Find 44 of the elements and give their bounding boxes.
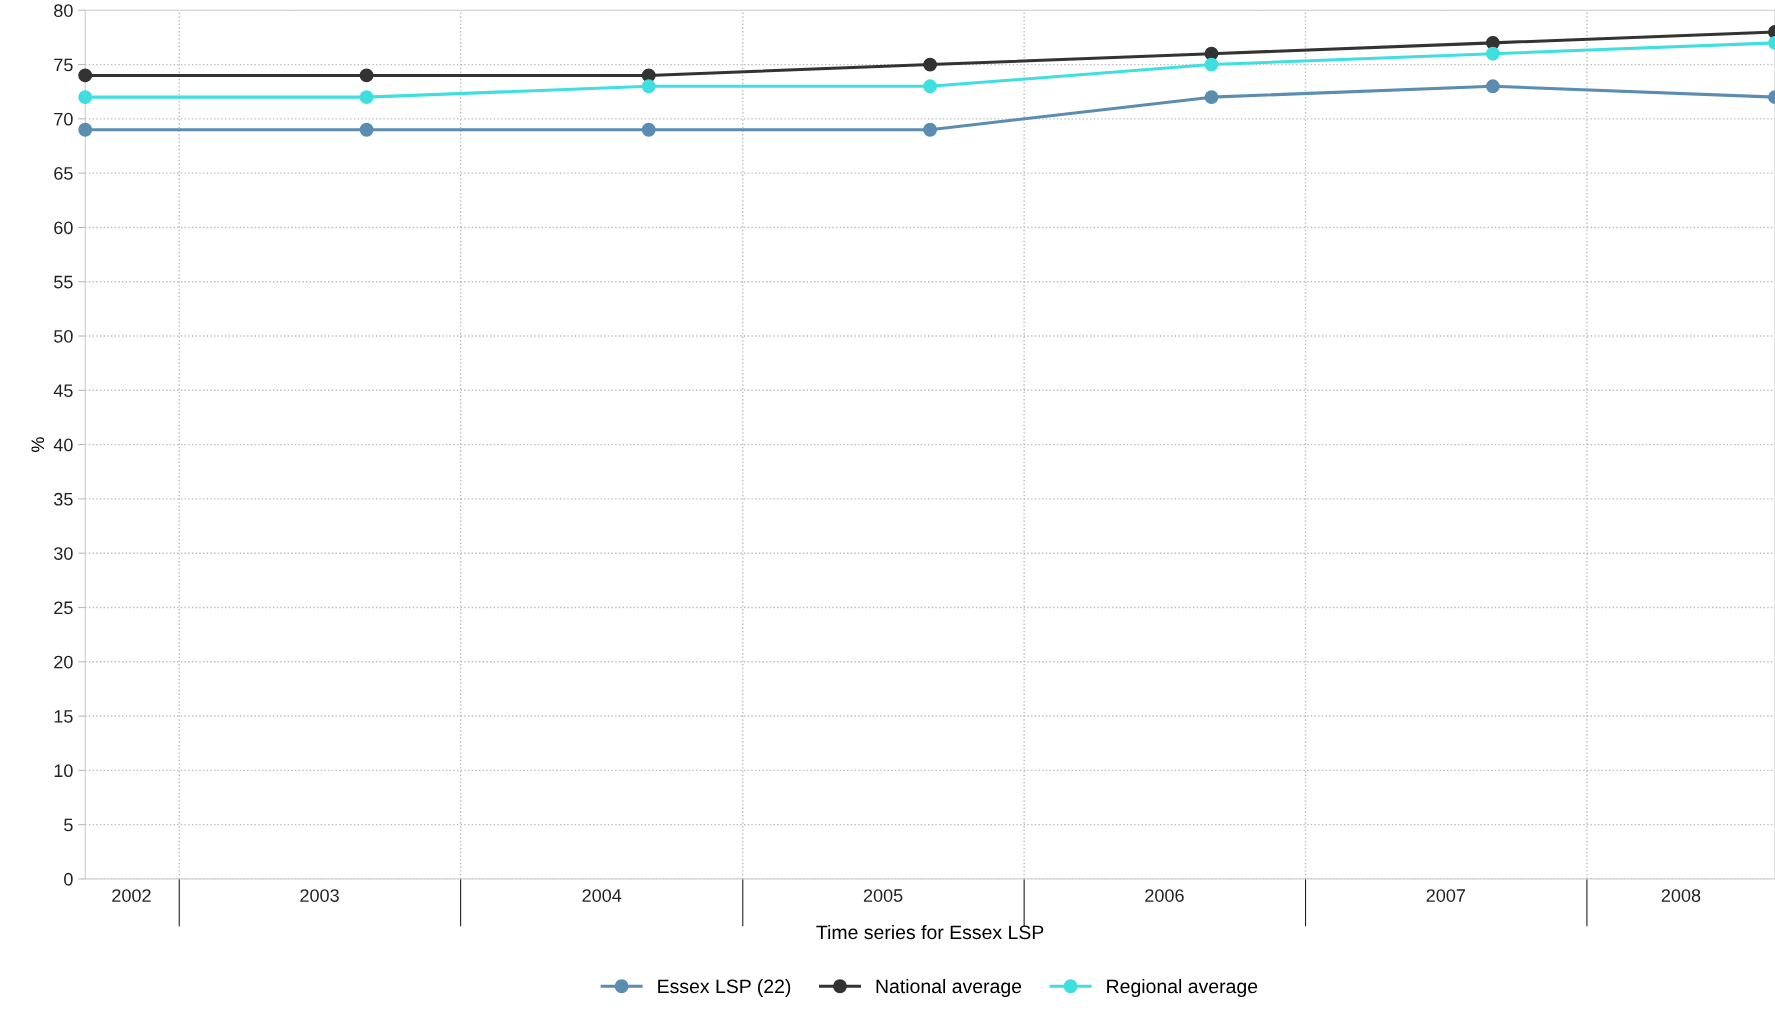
x-tick-label: 2003 [300, 889, 339, 902]
point [1485, 46, 1500, 61]
y-tick-label: 35 [54, 492, 73, 506]
y-tick-label: 30 [54, 547, 73, 560]
point [1204, 90, 1219, 105]
point [641, 122, 656, 137]
y-tick-label: 50 [54, 329, 73, 343]
y-tick-label: 10 [54, 764, 73, 778]
y-tick-label: 5 [64, 818, 73, 832]
y-axis-title: % [31, 437, 45, 452]
y-tick-label: 20 [54, 655, 73, 669]
y-tick-label: 25 [54, 601, 73, 615]
x-tick-label: 2006 [1145, 889, 1184, 902]
x-tick-label: 2004 [582, 889, 622, 902]
legend-label: National average [876, 978, 1022, 998]
x-tick-label: 2002 [112, 889, 151, 902]
legend-label: Regional average [1107, 978, 1258, 998]
point [923, 57, 938, 72]
point [923, 79, 938, 94]
y-tick-label: 75 [54, 58, 73, 72]
x-tick-label: 2007 [1426, 889, 1466, 902]
point [1204, 57, 1219, 72]
point [641, 79, 656, 94]
y-tick-label: 80 [54, 4, 73, 17]
x-axis-title: Time series for Essex LSP [816, 924, 1044, 940]
y-tick-label: 70 [54, 112, 73, 126]
y-tick-label: 15 [54, 710, 73, 723]
y-tick-label: 60 [54, 221, 73, 235]
y-tick-label: 55 [54, 275, 73, 289]
y-tick-label: 45 [53, 384, 73, 398]
point [78, 122, 93, 137]
legend-label: Essex LSP (22) [658, 978, 791, 998]
y-tick-label: 65 [54, 167, 73, 180]
point [923, 122, 938, 137]
x-tick-label: 2005 [863, 889, 903, 902]
y-tick-label: 0 [64, 872, 73, 886]
x-tick-label: 2008 [1661, 889, 1701, 902]
point [359, 122, 374, 137]
point [78, 90, 93, 105]
point [1485, 79, 1500, 94]
point [359, 68, 374, 83]
y-tick-label: 40 [53, 438, 73, 452]
point [78, 68, 93, 83]
point [359, 90, 374, 105]
